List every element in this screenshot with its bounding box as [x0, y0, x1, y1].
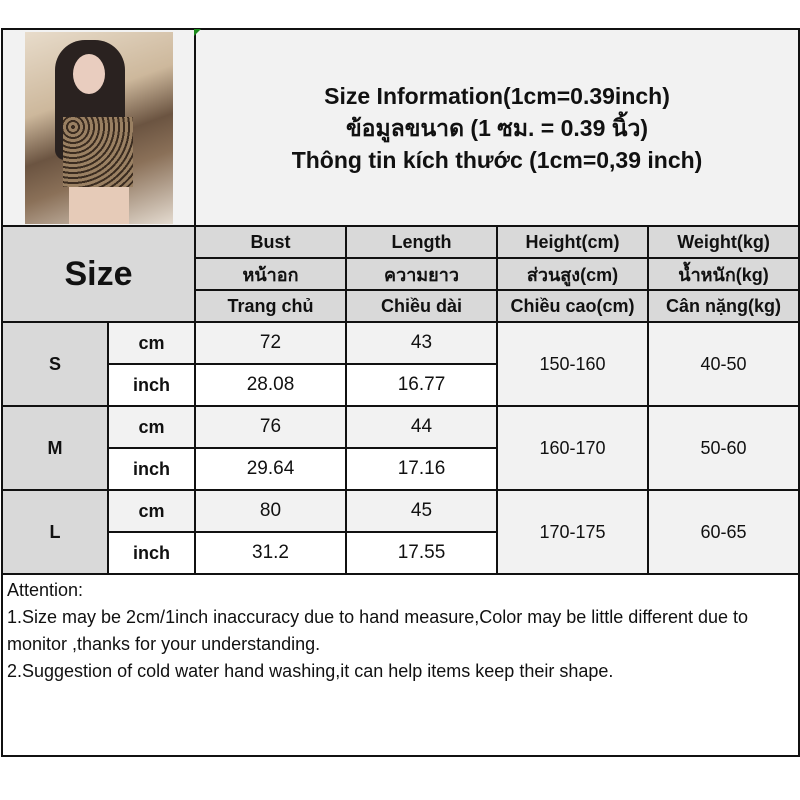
photo-waist — [69, 186, 129, 224]
size-chart: Size Information(1cm=0.39inch) ข้อมูลขนา… — [0, 28, 800, 757]
bust-inch: 29.64 — [194, 447, 347, 491]
height-range: 160-170 — [496, 405, 649, 491]
header-bust-th: หน้าอก — [194, 257, 347, 291]
bust-inch: 28.08 — [194, 363, 347, 407]
notes-heading: Attention: — [7, 580, 84, 600]
length-cm: 45 — [345, 489, 498, 533]
header-length-en: Length — [345, 225, 498, 259]
height-range: 150-160 — [496, 321, 649, 407]
weight-range: 40-50 — [646, 321, 800, 407]
product-photo-cell — [1, 28, 196, 227]
title-vietnamese: Thông tin kích thước (1cm=0,39 inch) — [291, 146, 703, 173]
header-height-vi: Chiều cao(cm) — [496, 289, 649, 323]
length-cm: 43 — [345, 321, 498, 365]
header-weight-en: Weight(kg) — [646, 225, 800, 259]
header-height-en: Height(cm) — [496, 225, 649, 259]
header-length-vi: Chiều dài — [345, 289, 498, 323]
height-range: 170-175 — [496, 489, 649, 575]
size-label: L — [1, 489, 109, 575]
size-label: M — [1, 405, 109, 491]
unit-cm: cm — [107, 321, 196, 365]
unit-cm: cm — [107, 405, 196, 449]
photo-face — [73, 53, 105, 94]
bust-cm: 80 — [194, 489, 347, 533]
header-bust-vi: Trang chủ — [194, 289, 347, 323]
header-weight-vi: Cân nặng(kg) — [646, 289, 800, 323]
note-item: 2.Suggestion of cold water hand washing,… — [7, 661, 614, 681]
title-english: Size Information(1cm=0.39inch) — [324, 82, 670, 109]
note-item: 1.Size may be 2cm/1inch inaccuracy due t… — [7, 607, 749, 654]
unit-inch: inch — [107, 447, 196, 491]
unit-inch: inch — [107, 531, 196, 575]
length-inch: 17.55 — [345, 531, 498, 575]
length-inch: 16.77 — [345, 363, 498, 407]
attention-notes: Attention: 1.Size may be 2cm/1inch inacc… — [0, 573, 800, 757]
cell-marker-icon — [194, 29, 201, 36]
bust-inch: 31.2 — [194, 531, 347, 575]
bust-cm: 72 — [194, 321, 347, 365]
header-length-th: ความยาว — [345, 257, 498, 291]
size-table: Size Information(1cm=0.39inch) ข้อมูลขนา… — [0, 28, 800, 757]
header-bust-en: Bust — [194, 225, 347, 259]
size-label: S — [1, 321, 109, 407]
length-inch: 17.16 — [345, 447, 498, 491]
weight-range: 60-65 — [646, 489, 800, 575]
product-photo — [25, 31, 173, 224]
unit-inch: inch — [107, 363, 196, 407]
header-height-th: ส่วนสูง(cm) — [496, 257, 649, 291]
bust-cm: 76 — [194, 405, 347, 449]
size-header: Size — [1, 225, 196, 323]
photo-leopard-top — [63, 116, 133, 187]
size-info-title: Size Information(1cm=0.39inch) ข้อมูลขนา… — [193, 28, 800, 227]
weight-range: 50-60 — [646, 405, 800, 491]
length-cm: 44 — [345, 405, 498, 449]
header-weight-th: น้ำหนัก(kg) — [646, 257, 800, 291]
title-thai: ข้อมูลขนาด (1 ซม. = 0.39 นิ้ว) — [345, 114, 649, 141]
unit-cm: cm — [107, 489, 196, 533]
